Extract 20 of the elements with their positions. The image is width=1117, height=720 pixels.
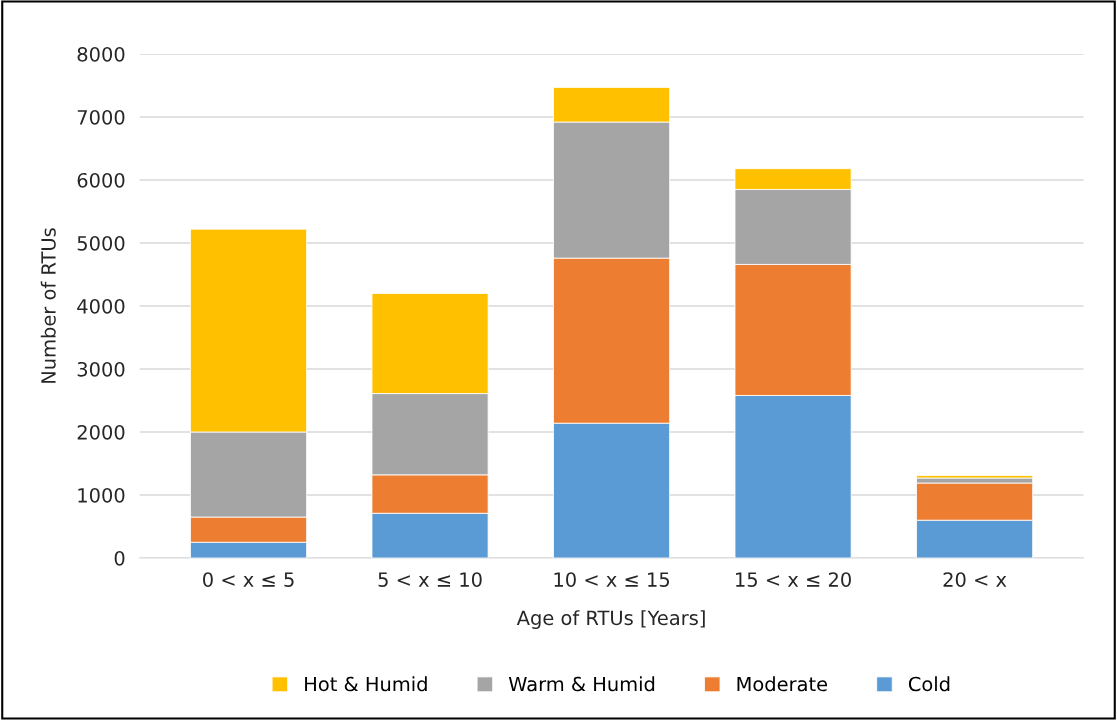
y-axis-title: Number of RTUs (40, 228, 56, 383)
y-tick-label: 4000 (77, 298, 125, 314)
y-tick-label: 0 (114, 550, 125, 566)
x-tick-label: 15 < x ≤ 20 (736, 572, 851, 587)
legend-label: Moderate (737, 676, 828, 692)
x-tick-label: 5 < x ≤ 10 (378, 572, 482, 587)
y-tick-label: 5000 (77, 235, 125, 251)
x-tick-label: 20 < x (943, 572, 1007, 587)
x-axis-title: Age of RTUs [Years] (516, 610, 705, 629)
y-tick-label: 6000 (77, 172, 125, 188)
x-tick-label: 0 < x ≤ 5 (203, 572, 294, 587)
legend-label: Cold (908, 676, 950, 692)
y-tick-label: 7000 (77, 109, 125, 125)
legend-label: Hot & Humid (305, 676, 427, 692)
y-tick-label: 2000 (77, 424, 125, 440)
y-tick-label: 1000 (78, 487, 125, 503)
legend-label: Warm & Humid (508, 676, 655, 692)
x-tick-label: 10 < x ≤ 15 (554, 572, 670, 587)
y-tick-label: 3000 (77, 361, 125, 377)
y-tick-label: 8000 (77, 46, 125, 62)
